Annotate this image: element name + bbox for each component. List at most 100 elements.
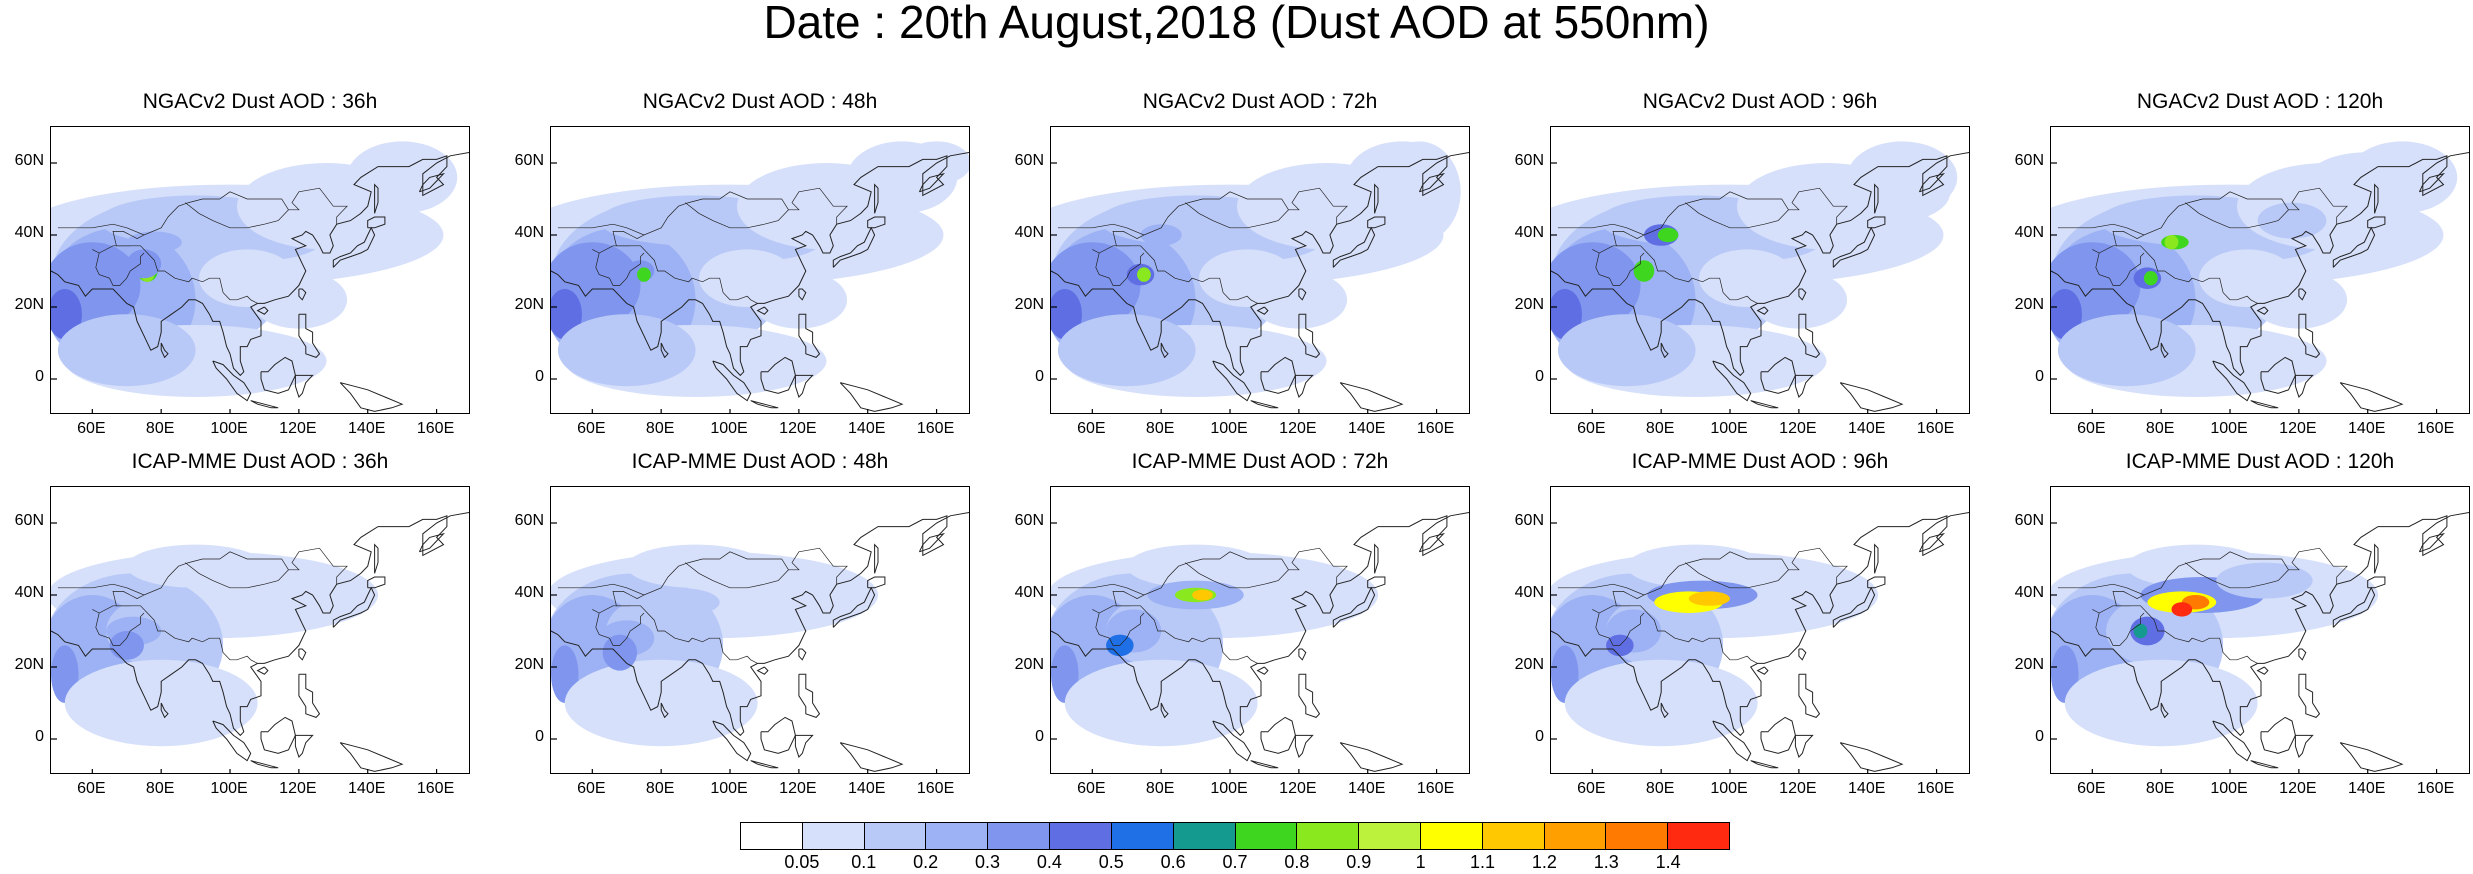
coastline [798,288,807,301]
lon-tick-label: 120E [1279,420,1317,437]
lat-tick-label: 60N [14,152,44,169]
lon-tick-label: 100E [1710,420,1748,437]
lon-tick-label: 120E [779,420,817,437]
colorbar-label: 0.5 [1098,852,1124,872]
coastline [2298,648,2307,661]
dust-aod-map [551,141,969,413]
dust-field [557,314,696,387]
coastline [1839,742,1904,772]
coastline [798,313,821,358]
dust-field [1140,224,1182,246]
coastline [2367,216,2386,229]
coastline [1798,313,1821,358]
border-line [685,202,789,229]
coastline [1756,306,1769,315]
coastline [2212,720,2252,762]
coastline [867,576,886,589]
border-line [2185,562,2289,589]
coastline [1212,720,1252,762]
colorbar-cell [802,823,865,849]
coastline [2418,172,2446,193]
dust-field [551,289,582,340]
coastline [839,382,904,412]
lon-tick-label: 160E [916,420,955,437]
lat-tick-label: 20N [14,296,44,313]
lon-tick-label: 80E [145,420,175,437]
lon-tick-label: 100E [210,420,248,437]
lat-tick-label: 40N [1014,584,1044,601]
coastline [294,374,314,398]
coastline [1418,532,1446,553]
border-line [2112,231,2145,247]
colorbar-cell [1173,823,1236,849]
coastline [712,360,752,402]
border-line [685,562,789,589]
coastline [1867,216,1886,229]
coastline [1551,512,1969,737]
panel-title: ICAP-MME Dust AOD : 72h [1131,450,1389,473]
dust-aod-map [1551,512,1969,773]
coastline [1298,313,1321,358]
lon-tick-label: 160E [2416,780,2455,797]
lon-tick-label: 140E [348,420,386,437]
border-line [1185,202,1289,229]
coastline [2339,382,2404,412]
coastline [1794,734,1814,758]
border-line [1595,252,1645,286]
coastline [1367,216,1386,229]
lat-tick-label: 0 [1535,728,1544,745]
map-panel [2050,126,2470,414]
border-line [2112,591,2145,607]
lat-tick-label: 40N [2014,584,2044,601]
panel-title: NGACv2 Dust AOD : 48h [642,90,878,113]
coastline [660,342,669,359]
lat-tick-label: 20N [514,656,544,673]
coastline [2256,306,2269,315]
dust-aod-map [551,512,969,773]
dust-field [1657,227,1679,243]
border-line [1592,245,1758,304]
border-line [2092,605,2258,664]
map-panel [50,486,470,774]
border-line [1557,547,1848,596]
coastline [1918,532,1946,553]
colorbar-label: 0.9 [1346,852,1372,872]
lon-tick-label: 80E [645,420,675,437]
coastline [1051,512,1469,737]
coastline [1551,152,1969,377]
coastline [1160,342,1169,359]
border-line [112,231,145,247]
lat-tick-label: 60N [1514,512,1544,529]
coastline [794,374,814,398]
border-line [557,547,848,596]
lon-tick-label: 80E [1145,780,1175,797]
border-line [57,187,348,236]
colorbar-cell [1544,823,1607,849]
border-line [1592,605,1758,664]
coastline [1250,760,1279,769]
colorbar-label: 0.3 [974,852,1001,872]
coastline [1874,543,1879,574]
dust-field [1626,544,1765,588]
dust-field [1192,589,1213,601]
coastline [2298,288,2307,301]
lat-tick-label: 20N [14,656,44,673]
colorbar-label: 0.6 [1160,852,1186,872]
dust-field [1126,544,1265,588]
colorbar-cell [741,823,803,849]
dust-field [602,634,638,671]
coastline [760,716,796,754]
lon-tick-label: 140E [348,780,386,797]
coastline [374,183,379,214]
border-line [1112,591,1145,607]
lon-tick-label: 140E [1348,780,1386,797]
dust-field [1633,260,1655,282]
lon-tick-label: 140E [2348,420,2386,437]
map-panel [2050,486,2470,774]
lon-tick-label: 100E [2210,420,2248,437]
lon-tick-label: 80E [1645,420,1675,437]
coastline [2418,532,2446,553]
lat-tick-label: 40N [514,224,544,241]
coastline [418,532,446,553]
dust-field [2143,271,2158,286]
